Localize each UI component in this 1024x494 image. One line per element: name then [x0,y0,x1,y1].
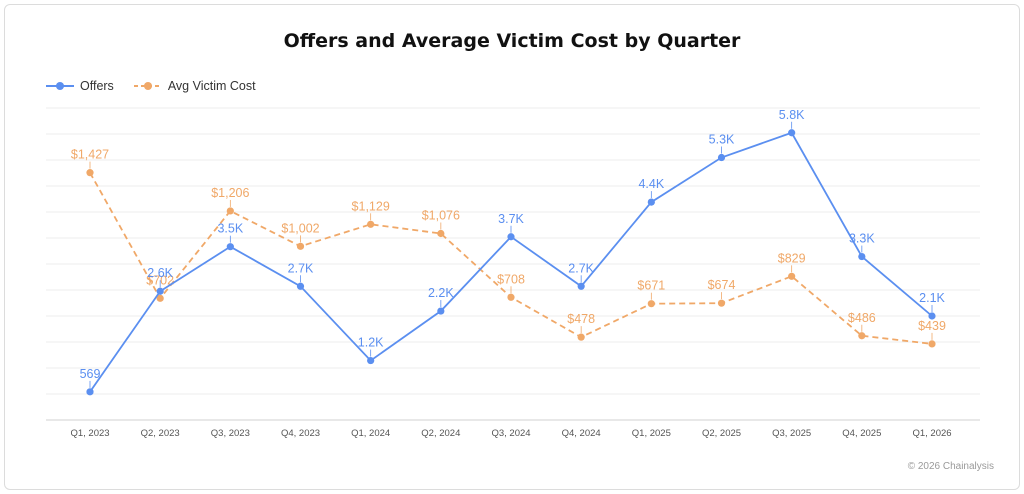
cost-point [928,340,936,348]
cost-data-label: $1,427 [71,148,109,162]
legend-item-offers[interactable]: Offers [46,79,114,93]
cost-point [507,293,515,301]
legend-item-cost[interactable]: Avg Victim Cost [133,79,256,93]
offers-point [928,312,936,320]
offers-data-label: 2.2K [428,286,454,300]
cost-data-label: $1,129 [352,199,390,213]
legend-cost-marker [133,82,162,90]
cost-data-label: $829 [778,251,806,265]
cost-data-label: $671 [637,279,665,293]
x-tick-label: Q1, 2025 [632,428,671,439]
cost-point [858,332,866,340]
x-tick-label: Q2, 2025 [702,428,741,439]
copyright: © 2026 Chainalysis [907,461,994,472]
x-tick-label: Q4, 2023 [281,428,320,439]
offers-point [296,282,305,290]
cost-data-label: $708 [497,272,525,286]
offers-data-label: 2.6K [147,266,173,280]
cost-point [647,300,655,308]
offers-data-label: 5.3K [709,133,735,147]
legend-cost-label: Avg Victim Cost [167,79,256,93]
offers-point [577,282,585,290]
offers-data-label: 4.4K [638,177,664,191]
cost-point [156,294,164,302]
legend-offers-label: Offers [80,79,114,93]
offers-point [226,243,234,251]
offers-data-label: 2.7K [288,261,314,275]
x-tick-label: Q1, 2026 [912,428,951,439]
x-tick-label: Q1, 2024 [351,428,390,439]
cost-data-label: $1,002 [281,221,319,235]
offers-line [89,131,933,393]
x-tick-label: Q3, 2023 [211,428,250,439]
cost-point [367,220,375,228]
cost-point [437,229,445,238]
x-tick-label: Q4, 2024 [562,428,601,439]
x-tick-label: Q3, 2024 [491,428,530,439]
offers-point [86,388,94,396]
cost-data-label: $478 [567,312,595,326]
offers-data-label: 1.2K [358,336,384,350]
cost-data-label: $1,076 [422,208,460,222]
offers-point [156,287,164,295]
offers-point [717,153,726,162]
offers-point [507,233,515,241]
offers-data-label: 3.7K [498,212,524,226]
legend: Offers Avg Victim Cost [46,79,256,93]
chart-frame [4,4,1020,490]
offers-point [788,129,796,137]
offers-point [858,252,866,261]
legend-offers-marker [46,82,74,90]
cost-data-label: $1,206 [211,186,249,200]
offers-data-label: 2.7K [568,261,594,275]
x-tick-label: Q2, 2023 [141,428,180,439]
cost-point [577,333,585,341]
x-tick-label: Q1, 2023 [70,428,109,439]
cost-point [86,169,94,177]
cost-point [717,299,726,307]
chart-title: Offers and Average Victim Cost by Quarte… [283,30,741,52]
cost-point [788,272,796,280]
x-tick-label: Q4, 2025 [842,428,881,439]
cost-data-label: $439 [918,319,946,333]
cost-data-label: $674 [708,278,736,292]
cost-data-label: $486 [848,311,876,325]
offers-data-label: 569 [80,367,101,381]
offers-data-label: 3.3K [849,232,875,246]
x-tick-label: Q2, 2024 [421,428,460,439]
x-tick-label: Q3, 2025 [772,428,811,439]
offers-data-label: 3.5K [217,222,243,236]
cost-point [226,207,234,215]
cost-point [296,242,305,250]
offers-point [647,198,655,206]
offers-point [437,307,445,315]
offers-data-label: 5.8K [779,108,805,122]
offers-point [367,356,375,365]
offers-data-label: 2.1K [919,291,945,305]
